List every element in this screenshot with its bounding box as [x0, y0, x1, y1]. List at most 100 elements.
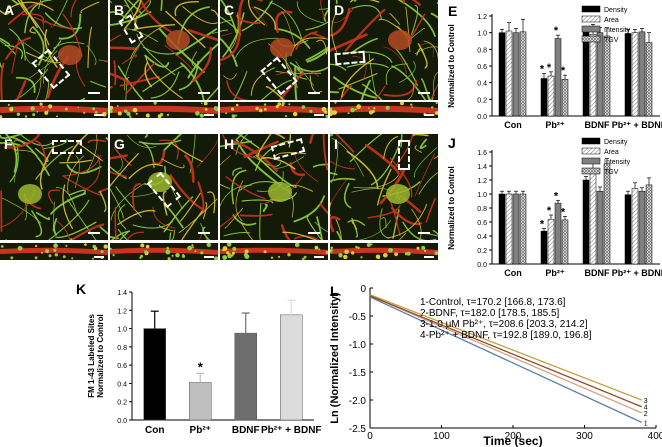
- bar: [547, 218, 555, 265]
- panel-label: L: [330, 283, 339, 299]
- category-label: Pb²⁺ + BDNF: [612, 120, 662, 130]
- bar: [596, 32, 604, 117]
- legend-label: TGV: [604, 37, 619, 44]
- y-tick-label: 0.6: [477, 64, 487, 71]
- category-label: Con: [504, 120, 522, 130]
- series-end-label: 1: [644, 420, 648, 427]
- micrograph-i: I: [330, 134, 438, 240]
- micrograph-d: D: [330, 0, 438, 100]
- y-tick-label: -1.0: [349, 340, 367, 351]
- scale-bar: [94, 114, 104, 116]
- y-tick-label: 1.4: [477, 164, 487, 171]
- scale-bar: [308, 232, 320, 234]
- bar: [582, 30, 590, 117]
- bar: [603, 35, 611, 117]
- dendrite-strip-d: [330, 102, 438, 118]
- y-tick-label: 0.8: [117, 345, 127, 352]
- panel-label: J: [448, 135, 456, 151]
- legend-label: 3-1.0 μM Pb²⁺, τ=208.6 [203.3, 214.2]: [420, 319, 588, 330]
- bar: [596, 190, 604, 265]
- y-tick-label: 0.2: [477, 248, 487, 255]
- category-label: Pb²⁺: [545, 268, 564, 278]
- bar: [512, 32, 520, 117]
- bar: [554, 38, 562, 117]
- y-tick-label: 1.4: [117, 290, 127, 297]
- significance-star: *: [547, 62, 552, 74]
- scale-bar: [88, 92, 100, 94]
- legend-label: Intensity: [604, 159, 631, 166]
- dendrite-strip-g: [110, 243, 218, 260]
- bar: [638, 190, 646, 265]
- scale-bar: [314, 114, 324, 116]
- roi-box: [398, 140, 410, 170]
- dendrite-strip-b: [110, 102, 218, 118]
- y-tick-label: -2.5: [349, 424, 367, 435]
- panel-label: F: [4, 136, 13, 152]
- bar: [498, 32, 506, 117]
- scale-bar: [88, 232, 100, 234]
- micrograph-b: B: [110, 0, 218, 100]
- panel-label: H: [224, 136, 235, 152]
- chart-panel-j: J Normalized to Control 0.0 0.2 0.4 0.6 0.8 1.0…: [447, 135, 662, 278]
- y-tick-label: 1.2: [477, 14, 487, 21]
- y-tick-label: 0.6: [477, 220, 487, 227]
- dendrite-strip-c: [220, 102, 328, 118]
- legend-label: 1-Control, τ=170.2 [166.8, 173.6]: [420, 297, 566, 308]
- legend-label: Area: [604, 149, 619, 156]
- significance-star: *: [561, 65, 566, 77]
- bar: [512, 193, 520, 265]
- legend-swatch: [581, 25, 601, 33]
- panel-label: A: [4, 2, 15, 18]
- y-tick-label: 1.6: [477, 150, 487, 157]
- scale-bar: [204, 114, 214, 116]
- micrograph-h: H: [220, 134, 328, 240]
- micrograph-a: A: [0, 0, 108, 100]
- y-tick-label: 1.2: [117, 308, 127, 315]
- x-tick-label: 200: [505, 431, 522, 442]
- bar: [645, 184, 653, 265]
- y-axis-label: Normalized to Control: [96, 314, 105, 398]
- category-label: Pb²⁺ + BDNF: [612, 268, 662, 278]
- bar: [143, 328, 166, 421]
- bar: [624, 33, 632, 117]
- panel-label: G: [114, 136, 125, 152]
- scale-bar: [204, 256, 214, 258]
- y-tick-label: 0.4: [477, 81, 487, 88]
- y-tick-label: -2.0: [349, 396, 367, 407]
- panel-label: I: [334, 136, 338, 152]
- bar: [631, 188, 639, 265]
- scale-bar: [314, 256, 324, 258]
- chart-panel-e: E Normalized to Control 0.0 0.2 0.4 0.6 0.8 1.0…: [447, 3, 662, 130]
- dendrite-strip-i: [330, 243, 438, 260]
- category-label: Pb²⁺: [545, 120, 564, 130]
- legend-swatch: [581, 137, 601, 145]
- category-label: BDNF: [585, 120, 610, 130]
- bar: [561, 79, 569, 117]
- legend-swatch: [581, 5, 601, 13]
- scale-bar: [308, 92, 320, 94]
- panel-label: D: [334, 2, 345, 18]
- significance-star: *: [554, 190, 559, 202]
- x-tick-label: 0: [367, 431, 373, 442]
- micrograph-f: F: [0, 134, 108, 240]
- legend-label: TGV: [604, 169, 619, 176]
- bar: [498, 193, 506, 265]
- legend-label: 4-Pb²⁺ + BDNF, τ=192.8 [189.0, 196.8]: [420, 330, 592, 341]
- series-line: [369, 296, 642, 423]
- x-tick-label: 100: [433, 431, 450, 442]
- legend-swatch: [581, 15, 601, 23]
- significance-star: *: [561, 206, 566, 218]
- bar: [540, 78, 548, 117]
- bar: [631, 32, 639, 117]
- y-tick-label: 0.6: [117, 363, 127, 370]
- bar: [505, 193, 513, 265]
- dendrite-strip-h: [220, 243, 328, 260]
- bar: [280, 314, 303, 421]
- significance-star: *: [540, 64, 545, 76]
- legend-label: Density: [604, 139, 628, 146]
- bar: [645, 42, 653, 117]
- bar: [234, 332, 257, 421]
- y-tick-label: 0.0: [117, 418, 127, 425]
- y-tick-label: 1.0: [117, 327, 127, 334]
- y-axis-label: Normalized to Control: [447, 24, 456, 108]
